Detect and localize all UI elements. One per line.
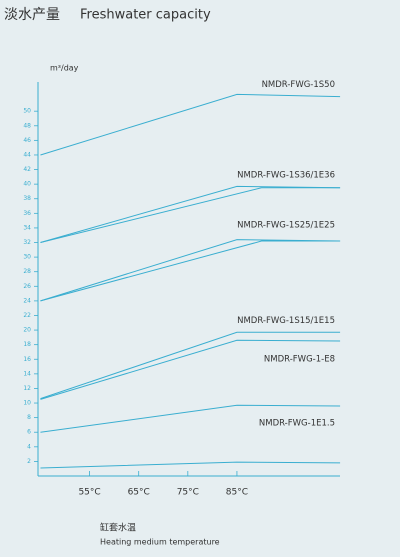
x-tick-label: 75°C	[177, 488, 199, 498]
y-tick-label: 2	[27, 458, 31, 465]
y-tick-label: 8	[27, 414, 31, 421]
y-tick-label: 20	[23, 327, 31, 334]
y-tick-label: 46	[23, 137, 31, 144]
line	[40, 239, 341, 302]
y-tick-label: 42	[23, 166, 31, 173]
line	[40, 185, 341, 243]
series-label: NMDR-FWG-1S15/1E15	[237, 316, 335, 326]
series-label: NMDR-FWG-1E1.5	[259, 418, 335, 428]
y-tick-label: 24	[23, 297, 31, 304]
y-tick-label: 44	[23, 151, 31, 158]
y-tick-label: 36	[23, 210, 31, 217]
x-tick-label: 65°C	[128, 488, 150, 498]
series-label: NMDR-FWG-1-E8	[264, 355, 335, 365]
line	[40, 404, 341, 433]
line	[40, 240, 341, 302]
x-axis-label: 缸套水温	[100, 522, 136, 534]
x-axis-label-en: Heating medium temperature	[100, 538, 220, 547]
y-tick-label: 10	[23, 400, 31, 407]
series-label: NMDR-FWG-1S36/1E36	[237, 170, 335, 180]
y-tick-label: 34	[23, 224, 31, 231]
y-tick-label: 18	[23, 341, 31, 348]
y-tick-label: 14	[23, 370, 31, 377]
chart-subtitle: Freshwater capacity	[80, 8, 211, 23]
y-tick-label: 16	[23, 356, 31, 363]
series-label: NMDR-FWG-1S50	[262, 80, 335, 90]
y-tick-label: 48	[23, 122, 31, 129]
y-tick-label: 26	[23, 283, 31, 290]
y-tick-label: 4	[27, 443, 31, 450]
line	[40, 331, 341, 400]
line	[40, 187, 341, 244]
line	[40, 339, 341, 400]
y-tick-label: 32	[23, 239, 31, 246]
y-tick-label: 6	[27, 429, 31, 436]
y-tick-label: 40	[23, 181, 31, 188]
y-axis-label: m³/day	[50, 64, 79, 73]
series-label: NMDR-FWG-1S25/1E25	[237, 221, 335, 231]
chart-title: 淡水产量	[4, 7, 60, 23]
x-tick-label: 85°C	[226, 488, 248, 498]
line	[40, 93, 341, 156]
line	[40, 461, 341, 469]
y-tick-label: 38	[23, 195, 31, 202]
y-tick-label: 12	[23, 385, 31, 392]
y-tick-label: 22	[23, 312, 31, 319]
x-tick-label: 55°C	[78, 488, 100, 498]
y-tick-label: 30	[23, 254, 31, 261]
y-tick-label: 50	[23, 108, 31, 115]
y-tick-label: 28	[23, 268, 31, 275]
